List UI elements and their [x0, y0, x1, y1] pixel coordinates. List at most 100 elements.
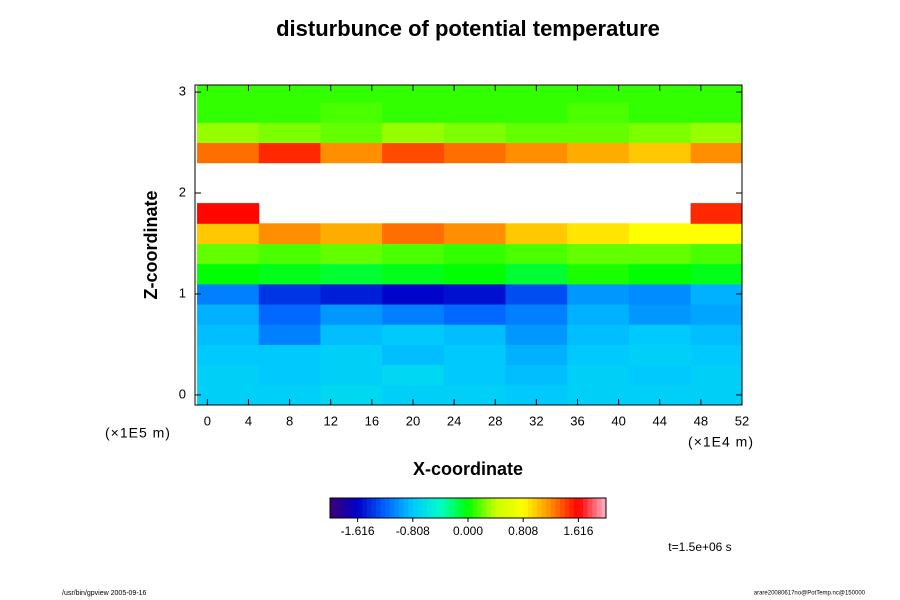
colorbar-segment	[435, 498, 441, 518]
heatmap-cell	[628, 384, 692, 405]
heatmap-cell	[443, 384, 507, 405]
heatmap-cell	[443, 304, 507, 325]
heatmap	[195, 85, 742, 405]
colorbar-segment	[518, 498, 524, 518]
colorbar-segment	[500, 498, 506, 518]
colorbar-segment	[366, 498, 372, 518]
heatmap-cell	[320, 122, 383, 144]
colorbar-segment	[353, 498, 358, 518]
heatmap-cell	[443, 263, 507, 285]
x-tick-label: 44	[653, 413, 667, 428]
time-label: t=1.5e+06 s	[668, 540, 731, 554]
heatmap-cell	[567, 384, 630, 405]
heatmap-cell	[197, 344, 260, 366]
colorbar-segment	[371, 498, 377, 518]
y-unit: (×1E5 m)	[105, 425, 171, 441]
heatmap-cell	[567, 364, 630, 386]
heatmap-cell	[690, 283, 742, 305]
heatmap-cell	[320, 283, 383, 305]
heatmap-cell	[628, 223, 692, 244]
heatmap-cell	[197, 223, 260, 244]
x-tick-label: 16	[365, 413, 379, 428]
heatmap-cell	[628, 102, 692, 123]
colorbar-segment	[601, 498, 607, 518]
y-tick-label: 2	[179, 184, 186, 199]
colorbar-segment	[491, 498, 496, 518]
heatmap-cell	[628, 85, 692, 103]
colorbar-segment	[426, 498, 432, 518]
heatmap-cell	[443, 344, 507, 366]
x-axis-label: X-coordinate	[413, 459, 523, 479]
heatmap-cell	[628, 344, 692, 366]
heatmap-cell	[567, 304, 630, 325]
x-tick-label: 40	[611, 413, 625, 428]
x-tick-label: 24	[447, 413, 461, 428]
colorbar-segment	[472, 498, 478, 518]
colorbar-segment	[445, 498, 450, 518]
colorbar-segment	[509, 498, 515, 518]
heatmap-cell	[382, 263, 445, 285]
x-tick-label: 32	[529, 413, 543, 428]
colorbar-segment	[583, 498, 588, 518]
colorbar-segment	[385, 498, 391, 518]
colorbar-segment	[339, 498, 345, 518]
heatmap-cell	[382, 283, 445, 305]
heatmap-cell	[258, 102, 321, 123]
heatmap-cell	[197, 324, 260, 345]
colorbar-tick-label: 0.000	[453, 524, 483, 538]
heatmap-cell	[628, 304, 692, 325]
heatmap-cell	[320, 102, 383, 123]
heatmap-cell	[258, 142, 321, 164]
heatmap-cell	[690, 324, 742, 345]
colorbar-segment	[408, 498, 414, 518]
heatmap-cell	[443, 283, 507, 305]
heatmap-cell	[320, 324, 383, 345]
heatmap-cell	[567, 344, 630, 366]
colorbar-segment	[495, 498, 501, 518]
heatmap-cell	[320, 364, 383, 386]
y-tick-label: 3	[179, 84, 186, 99]
colorbar-segment	[555, 498, 561, 518]
heatmap-cell	[320, 263, 383, 285]
heatmap-cell	[690, 203, 742, 224]
chart-title: disturbunce of potential temperature	[276, 16, 660, 41]
heatmap-cell	[443, 142, 507, 164]
colorbar-segment	[357, 498, 363, 518]
heatmap-cell	[258, 384, 321, 405]
colorbar-segment	[546, 498, 552, 518]
heatmap-cell	[382, 344, 445, 366]
heatmap-cell	[258, 324, 321, 345]
x-tick-label: 12	[323, 413, 337, 428]
heatmap-cell	[567, 142, 630, 164]
colorbar-segment	[376, 498, 381, 518]
heatmap-cell	[628, 243, 692, 265]
x-tick-label: 52	[735, 413, 749, 428]
colorbar-segment	[550, 498, 556, 518]
heatmap-cell	[320, 85, 383, 103]
heatmap-cell	[258, 223, 321, 244]
heatmap-cell	[197, 304, 260, 325]
colorbar-segment	[458, 498, 464, 518]
heatmap-cell	[567, 223, 630, 244]
colorbar-segment	[569, 498, 575, 518]
heatmap-cell	[382, 384, 445, 405]
colorbar-segment	[468, 498, 473, 518]
heatmap-cell	[197, 384, 260, 405]
heatmap-cell	[197, 263, 260, 285]
heatmap-cell	[197, 283, 260, 305]
heatmap-cell	[258, 85, 321, 103]
heatmap-cell	[505, 122, 568, 144]
colorbar-segment	[541, 498, 547, 518]
colorbar-segment	[596, 498, 602, 518]
heatmap-cell	[320, 142, 383, 164]
x-unit: (×1E4 m)	[688, 434, 754, 450]
heatmap-cell	[690, 364, 742, 386]
heatmap-cell	[505, 344, 568, 366]
x-tick-label: 48	[694, 413, 708, 428]
colorbar-tick-label: 1.616	[563, 524, 593, 538]
heatmap-cell	[567, 324, 630, 345]
heatmap-cell	[382, 304, 445, 325]
colorbar-segment	[504, 498, 510, 518]
heatmap-cell	[258, 304, 321, 325]
